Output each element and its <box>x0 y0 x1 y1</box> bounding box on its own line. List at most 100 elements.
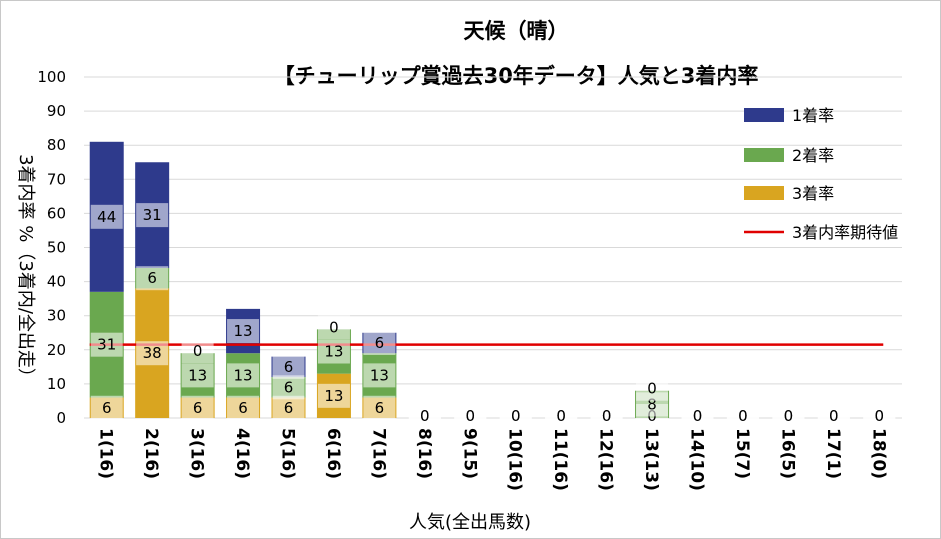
x-tick: 10(16) <box>505 428 525 491</box>
data-label-bg <box>726 404 759 428</box>
data-label-bg <box>363 395 396 420</box>
data-label: 44 <box>97 208 116 226</box>
legend-swatch <box>744 148 784 162</box>
legend-swatch <box>744 186 784 200</box>
data-label: 6 <box>147 269 157 287</box>
legend-label: 2着率 <box>792 146 834 165</box>
x-tick: 6(16) <box>323 428 343 479</box>
data-label-bg <box>363 363 396 388</box>
x-tick: 15(7) <box>732 428 752 479</box>
legend-swatch <box>744 108 784 122</box>
y-tick-label: 90 <box>47 102 66 120</box>
y-axis-label: 3着内率 %（3着内/全出走） <box>15 154 36 386</box>
x-axis-label: 人気(全出馬数) <box>409 512 531 533</box>
data-label: 0 <box>556 407 566 425</box>
data-labels: 6 31 44 38 6 31 6 13 0 6 13 13 6 6 6 13 13 0 6 13 6 0 0 0 0 0 0 0 0 0… <box>90 203 896 428</box>
data-label-bg <box>181 395 214 420</box>
data-label: 13 <box>324 343 343 361</box>
data-label: 13 <box>234 366 253 384</box>
data-label-bg <box>636 376 669 401</box>
x-tick-label: 16(5) <box>777 428 797 479</box>
data-label-bg <box>454 404 487 428</box>
x-tick: 17(1) <box>823 428 843 479</box>
y-tick-label: 100 <box>37 68 66 86</box>
data-label: 0 <box>784 407 794 425</box>
x-tick-label: 18(0) <box>868 428 888 479</box>
data-label: 0 <box>420 407 430 425</box>
data-label: 6 <box>375 334 385 352</box>
data-label: 0 <box>693 407 703 425</box>
data-label-bg <box>227 395 260 420</box>
data-label-bg <box>136 266 169 291</box>
x-tick-label: 4(16) <box>232 428 252 479</box>
x-tick: 2(16) <box>141 428 161 479</box>
data-label-bg <box>136 341 169 366</box>
x-tick-label: 14(10) <box>687 428 707 491</box>
data-label: 6 <box>284 378 294 396</box>
y-tick-label: 20 <box>47 341 66 359</box>
x-tick-label: 8(16) <box>414 428 434 479</box>
data-label: 6 <box>193 399 203 417</box>
x-tick-label: 5(16) <box>278 428 298 479</box>
y-tick-label: 80 <box>47 136 66 154</box>
data-label: 38 <box>143 344 162 362</box>
data-label: 6 <box>284 358 294 376</box>
x-tick: 13(13) <box>641 428 661 491</box>
y-tick-label: 0 <box>56 409 66 427</box>
x-tick: 11(16) <box>550 428 570 491</box>
data-label-bg <box>272 354 305 379</box>
data-label: 13 <box>234 322 253 340</box>
data-label-bg <box>317 383 350 408</box>
x-tick: 14(10) <box>687 428 707 491</box>
data-label: 0 <box>466 407 476 425</box>
x-tick: 18(0) <box>868 428 888 479</box>
data-label: 6 <box>238 399 248 417</box>
data-label: 0 <box>511 407 521 425</box>
data-label-bg <box>272 395 305 420</box>
data-label-bg <box>408 404 441 428</box>
data-label-bg <box>317 339 350 364</box>
x-tick: 5(16) <box>278 428 298 479</box>
x-tick: 16(5) <box>777 428 797 479</box>
x-tick: 12(16) <box>596 428 616 491</box>
y-axis-ticks: 0 10 20 30 40 50 60 70 80 90 100 <box>37 68 66 427</box>
data-label: 0 <box>829 407 839 425</box>
chart-subtitle: 【チューリップ賞過去30年データ】人気と3着内率 <box>274 64 759 88</box>
y-tick-label: 60 <box>47 204 66 222</box>
data-label-bg <box>90 204 123 229</box>
chart-title: 天候（晴） <box>464 19 569 43</box>
data-label-bg <box>227 363 260 388</box>
data-label: 6 <box>102 399 112 417</box>
data-label: 0 <box>193 342 203 360</box>
legend-label: 3着率 <box>792 184 834 203</box>
data-label: 13 <box>188 366 207 384</box>
data-label-bg <box>227 319 260 344</box>
data-label: 8 <box>647 395 657 413</box>
x-tick-label: 3(16) <box>187 428 207 479</box>
x-tick-label: 13(13) <box>641 428 661 491</box>
data-label-bg <box>181 339 214 364</box>
legend-label: 1着率 <box>792 106 834 125</box>
data-label-bg <box>499 404 532 428</box>
data-label: 6 <box>375 399 385 417</box>
x-tick: 9(15) <box>459 428 479 479</box>
x-tick: 7(16) <box>368 428 388 479</box>
x-tick-label: 15(7) <box>732 428 752 479</box>
data-label-bg <box>136 203 169 228</box>
data-label-bg <box>590 404 623 428</box>
y-tick-label: 50 <box>47 239 66 257</box>
data-label: 31 <box>143 206 162 224</box>
data-label-bg <box>545 404 578 428</box>
data-label: 6 <box>284 399 294 417</box>
x-tick: 8(16) <box>414 428 434 479</box>
x-tick-label: 1(16) <box>96 428 116 479</box>
data-label-bg <box>317 315 350 340</box>
data-label: 0 <box>875 407 885 425</box>
data-label: 0 <box>329 318 339 336</box>
y-tick-label: 70 <box>47 170 66 188</box>
data-label-bg <box>90 395 123 420</box>
y-tick-label: 30 <box>47 307 66 325</box>
x-tick-label: 10(16) <box>505 428 525 491</box>
y-tick-label: 10 <box>47 375 66 393</box>
data-label-bg <box>181 363 214 388</box>
